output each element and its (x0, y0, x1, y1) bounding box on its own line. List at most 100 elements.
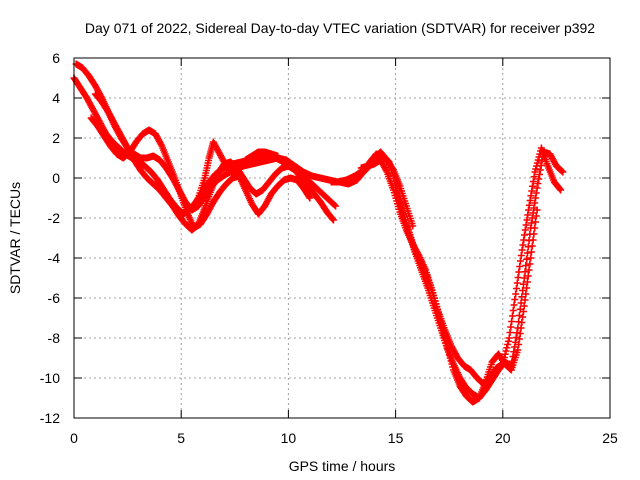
data-point (528, 242, 536, 250)
data-point (534, 180, 542, 187)
data-point (531, 199, 539, 207)
data-point (535, 175, 543, 183)
data-point (305, 193, 313, 201)
data-point (521, 296, 529, 304)
x-tick-label: 25 (602, 430, 618, 446)
data-point (512, 290, 520, 298)
y-tick-label: -4 (48, 250, 61, 266)
y-tick-label: -8 (48, 330, 61, 346)
y-tick-label: 4 (52, 90, 60, 106)
data-point (509, 307, 517, 314)
x-tick-label: 5 (177, 430, 185, 446)
data-point (523, 255, 531, 263)
data-point (515, 268, 523, 276)
data-point (518, 293, 526, 301)
data-point (504, 341, 512, 348)
data-point (503, 344, 511, 352)
data-point (529, 182, 537, 190)
data-point (513, 279, 521, 287)
data-point (517, 252, 525, 259)
y-tick-label: 2 (52, 130, 60, 146)
x-axis-label: GPS time / hours (289, 458, 396, 474)
data-point (528, 214, 536, 222)
series-track-d (91, 90, 337, 234)
data-point (529, 178, 537, 185)
data-point (536, 166, 544, 174)
data-point (511, 296, 519, 303)
data-point (527, 254, 535, 262)
y-tick-label: 0 (52, 170, 60, 186)
data-point (527, 219, 535, 227)
series-track-c (87, 114, 314, 232)
data-point (523, 278, 531, 286)
data-point (382, 167, 390, 174)
data-point (194, 195, 202, 203)
y-tick-label: -12 (40, 410, 60, 426)
data-point (514, 346, 522, 354)
data-point (522, 221, 530, 229)
data-point (520, 302, 528, 310)
data-point (518, 319, 526, 326)
data-point (516, 330, 524, 337)
data-point (505, 334, 513, 342)
data-point (559, 168, 567, 176)
data-point (516, 263, 524, 270)
data-point (523, 216, 531, 224)
data-point (528, 187, 536, 195)
data-point (531, 194, 539, 202)
data-point (526, 197, 534, 204)
series-track-e (188, 138, 282, 212)
series-track-h (392, 186, 541, 406)
data-point (409, 222, 417, 230)
chart-title: Day 071 of 2022, Sidereal Day-to-day VTE… (85, 20, 595, 36)
data-point (501, 350, 509, 358)
data-point (512, 285, 520, 292)
data-point (514, 274, 522, 281)
data-point (519, 280, 527, 288)
data-point (530, 230, 538, 238)
data-point (502, 347, 510, 355)
data-points (70, 60, 567, 406)
data-point (529, 236, 537, 244)
data-point (518, 246, 526, 254)
data-point (556, 185, 564, 193)
data-point (527, 248, 535, 256)
data-point (515, 335, 523, 343)
data-point (525, 266, 533, 274)
data-point (329, 216, 337, 224)
series-track-i (344, 148, 417, 230)
data-point (532, 212, 540, 220)
data-point (536, 171, 544, 178)
data-point (330, 201, 338, 209)
data-point (507, 323, 515, 331)
x-tick-label: 15 (388, 430, 404, 446)
y-tick-label: -10 (40, 370, 60, 386)
data-point (510, 301, 518, 309)
data-point (522, 262, 530, 269)
data-point (530, 173, 538, 181)
data-point (521, 226, 529, 234)
data-point (533, 206, 541, 214)
plot-frame (73, 57, 611, 419)
y-tick-label: 6 (52, 50, 60, 66)
data-point (329, 215, 337, 223)
data-point (524, 211, 532, 219)
data-point (526, 260, 534, 268)
data-point (525, 201, 533, 209)
data-point (274, 152, 282, 160)
y-axis-label: SDTVAR / TECUs (7, 182, 23, 294)
data-point (521, 231, 529, 239)
data-point (533, 184, 541, 192)
data-point (515, 341, 523, 348)
x-tick-label: 20 (495, 430, 511, 446)
series-track-g (357, 144, 565, 388)
data-point (523, 249, 531, 257)
data-point (519, 241, 527, 249)
data-point (306, 194, 314, 202)
data-point (531, 218, 539, 226)
data-point (508, 312, 516, 320)
data-point (557, 186, 565, 194)
data-point (516, 257, 524, 265)
